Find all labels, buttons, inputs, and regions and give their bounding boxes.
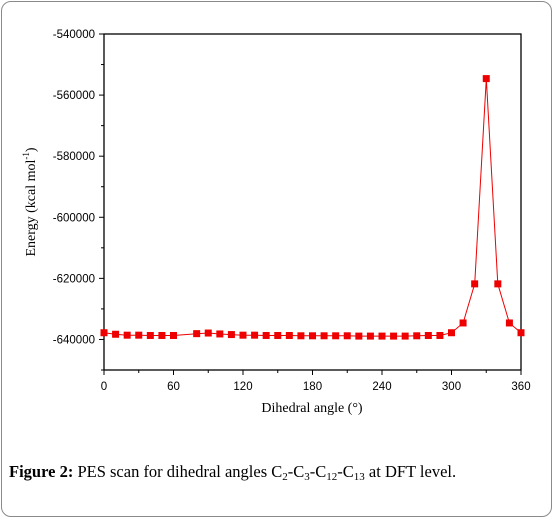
data-point [262,331,270,339]
data-point [459,319,467,327]
data-point [332,332,340,340]
data-point [378,332,386,340]
data-point [494,280,502,288]
data-point [401,332,409,340]
y-tick-label: -580000 [53,151,95,163]
data-point [355,332,363,340]
caption-joiner-2: -C [309,462,327,481]
caption-sub-1: 2 [282,471,288,483]
caption-sub-4: 13 [353,471,365,483]
data-point [123,331,131,339]
data-point [204,329,212,337]
x-tick-label: 300 [442,381,461,393]
data-point [239,331,247,339]
data-point [366,332,374,340]
data-point [436,331,444,339]
y-tick-label: -560000 [53,90,95,102]
data-point [517,329,525,337]
y-axis-title: Energy (kcal mol-1) [21,147,39,256]
data-point [170,331,177,339]
x-tick-label: 360 [511,381,530,393]
data-point [309,332,316,340]
caption-sub-2: 3 [304,471,310,483]
caption-joiner-3: -C [337,462,354,481]
caption-sub-3: 12 [326,471,338,483]
data-point [251,331,259,339]
x-axis: 0 60 120 180 240 300 360 [101,370,531,393]
data-point [471,280,479,288]
data-point [193,330,201,338]
pes-scan-chart: 0 60 120 180 240 300 360 -540000 -560000 -580000… [21,29,531,416]
data-point [285,331,293,339]
data-point [274,331,282,339]
data-point [320,332,328,340]
data-point [390,332,398,340]
data-point [146,331,154,339]
data-point [448,329,455,337]
x-tick-label: 180 [303,381,322,393]
y-axis-title-sup: -1 [21,152,31,160]
data-point [505,319,513,327]
x-tick-label: 60 [167,381,180,393]
y-axis: -540000 -560000 -580000 -600000 -620000 -6400… [53,29,104,371]
data-point [100,329,108,337]
y-axis-title-main: Energy (kcal mol [24,160,39,257]
y-tick-label: -600000 [53,212,95,224]
data-point [227,331,235,339]
y-tick-label: -620000 [53,273,95,285]
data-point [424,331,432,339]
data-point [135,331,143,339]
plot-area [103,33,522,371]
caption-text-after: at DFT level. [364,462,457,481]
data-point [343,332,351,340]
figure-caption: Figure 2: PES scan for dihedral angles C… [9,462,545,483]
series-layer [100,75,525,340]
data-point [112,330,120,338]
caption-label: Figure 2: [9,462,74,481]
data-point [297,332,305,340]
y-tick-label: -540000 [53,29,95,41]
x-tick-label: 240 [372,381,391,393]
series-line [103,78,522,337]
data-point [482,75,490,83]
y-tick-label: -640000 [53,334,95,346]
x-tick-label: 0 [101,381,107,393]
data-point [216,330,224,338]
data-point [413,332,421,340]
x-tick-label: 120 [233,381,252,393]
data-point [158,331,166,339]
caption-text-before: PES scan for dihedral angles C [73,462,283,481]
caption-joiner-1: -C [287,462,305,481]
x-axis-title: Dihedral angle (°) [261,401,363,416]
y-axis-title-close: ) [24,147,39,152]
